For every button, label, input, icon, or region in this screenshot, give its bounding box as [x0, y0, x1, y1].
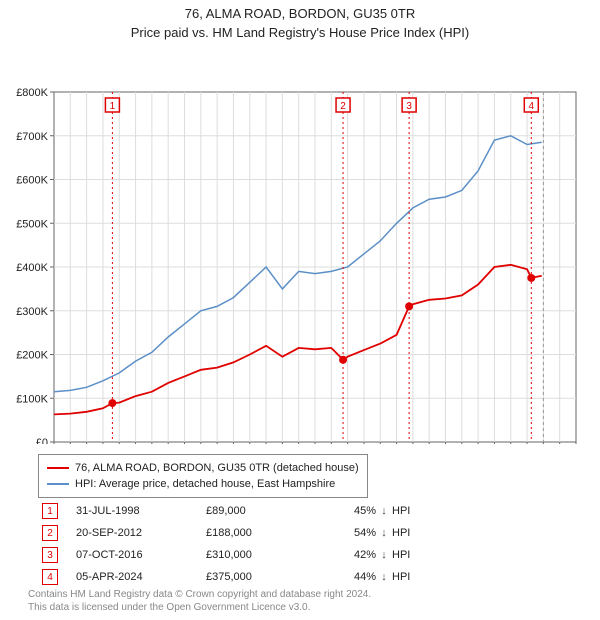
marker-dot: [527, 274, 535, 282]
footer-line2: This data is licensed under the Open Gov…: [28, 601, 371, 614]
marker-number: 2: [340, 101, 346, 112]
legend-label: 76, ALMA ROAD, BORDON, GU35 0TR (detache…: [75, 462, 359, 474]
y-tick-label: £700K: [16, 131, 48, 143]
tx-date: 07-OCT-2016: [76, 549, 206, 561]
legend-swatch: [47, 467, 69, 469]
tx-hpi-label: HPI: [392, 571, 432, 583]
tx-date: 31-JUL-1998: [76, 505, 206, 517]
marker-dot: [108, 399, 116, 407]
marker-number: 1: [110, 101, 116, 112]
y-tick-label: £800K: [16, 87, 48, 99]
down-arrow-icon: ↓: [376, 571, 392, 583]
price-chart: £0 £100K £200K £300K £400K £500K £600K £700K £80…: [0, 44, 600, 444]
tx-hpi-label: HPI: [392, 549, 432, 561]
down-arrow-icon: ↓: [376, 527, 392, 539]
marker-dot: [405, 302, 413, 310]
legend-swatch: [47, 483, 69, 485]
y-tick-label: £100K: [16, 393, 48, 405]
marker-number: 4: [529, 101, 535, 112]
tx-pct: 42%: [326, 549, 376, 561]
legend-item: 76, ALMA ROAD, BORDON, GU35 0TR (detache…: [47, 460, 359, 476]
legend-item: HPI: Average price, detached house, East…: [47, 476, 359, 492]
marker-number: 3: [406, 101, 412, 112]
tx-price: £310,000: [206, 549, 326, 561]
tx-price: £89,000: [206, 505, 326, 517]
legend-label: HPI: Average price, detached house, East…: [75, 478, 335, 490]
tx-marker: 3: [42, 547, 58, 563]
y-tick-label: £400K: [16, 262, 48, 274]
tx-date: 05-APR-2024: [76, 571, 206, 583]
transaction-row: 4 05-APR-2024£375,00044%↓HPI: [42, 566, 432, 588]
tx-pct: 54%: [326, 527, 376, 539]
down-arrow-icon: ↓: [376, 505, 392, 517]
tx-hpi-label: HPI: [392, 527, 432, 539]
y-tick-label: £0: [36, 437, 48, 444]
tx-marker: 1: [42, 503, 58, 519]
chart-title-address: 76, ALMA ROAD, BORDON, GU35 0TR: [0, 0, 600, 21]
tx-price: £188,000: [206, 527, 326, 539]
tx-price: £375,000: [206, 571, 326, 583]
transaction-row: 1 31-JUL-1998£89,00045%↓HPI: [42, 500, 432, 522]
tx-pct: 44%: [326, 571, 376, 583]
tx-marker: 2: [42, 525, 58, 541]
tx-pct: 45%: [326, 505, 376, 517]
footer-attribution: Contains HM Land Registry data © Crown c…: [28, 588, 371, 614]
transaction-row: 3 07-OCT-2016£310,00042%↓HPI: [42, 544, 432, 566]
transaction-row: 2 20-SEP-2012£188,00054%↓HPI: [42, 522, 432, 544]
transaction-table: 131-JUL-1998£89,00045%↓HPI220-SEP-2012£1…: [42, 500, 432, 588]
tx-marker: 4: [42, 569, 58, 585]
marker-dot: [339, 356, 347, 364]
y-tick-label: £200K: [16, 350, 48, 362]
legend: 76, ALMA ROAD, BORDON, GU35 0TR (detache…: [38, 454, 368, 498]
y-tick-label: £600K: [16, 175, 48, 187]
down-arrow-icon: ↓: [376, 549, 392, 561]
tx-date: 20-SEP-2012: [76, 527, 206, 539]
y-tick-label: £300K: [16, 306, 48, 318]
footer-line1: Contains HM Land Registry data © Crown c…: [28, 588, 371, 601]
tx-hpi-label: HPI: [392, 505, 432, 517]
y-tick-label: £500K: [16, 218, 48, 230]
chart-title-sub: Price paid vs. HM Land Registry's House …: [0, 21, 600, 44]
